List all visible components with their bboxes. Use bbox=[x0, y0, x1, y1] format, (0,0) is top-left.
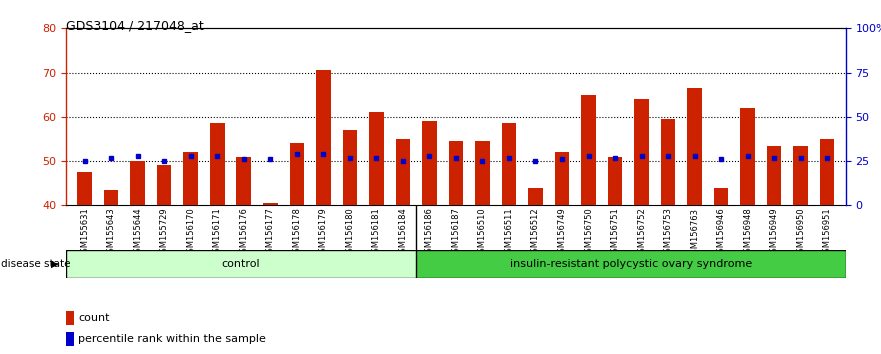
Text: GSM156948: GSM156948 bbox=[744, 207, 752, 258]
Text: GSM156951: GSM156951 bbox=[823, 207, 832, 258]
Bar bbox=[740, 108, 755, 205]
Bar bbox=[104, 190, 118, 205]
Bar bbox=[714, 188, 729, 205]
Bar bbox=[66, 332, 74, 346]
Bar bbox=[66, 312, 74, 325]
Text: GSM156753: GSM156753 bbox=[663, 207, 672, 258]
Bar bbox=[396, 139, 411, 205]
Bar bbox=[766, 145, 781, 205]
Text: GSM156512: GSM156512 bbox=[531, 207, 540, 258]
Text: percentile rank within the sample: percentile rank within the sample bbox=[78, 334, 266, 344]
Bar bbox=[422, 121, 437, 205]
Bar bbox=[608, 156, 622, 205]
Text: GSM156763: GSM156763 bbox=[690, 207, 700, 258]
Text: count: count bbox=[78, 313, 110, 323]
Text: insulin-resistant polycystic ovary syndrome: insulin-resistant polycystic ovary syndr… bbox=[509, 259, 751, 269]
Text: GSM156177: GSM156177 bbox=[266, 207, 275, 258]
Bar bbox=[343, 130, 357, 205]
Text: GSM156751: GSM156751 bbox=[611, 207, 619, 258]
Text: disease state: disease state bbox=[1, 259, 70, 269]
Bar bbox=[448, 141, 463, 205]
Text: GSM156749: GSM156749 bbox=[558, 207, 566, 258]
Bar bbox=[820, 139, 834, 205]
Bar bbox=[416, 250, 846, 278]
Bar bbox=[687, 88, 702, 205]
Bar bbox=[794, 145, 808, 205]
Bar bbox=[316, 70, 330, 205]
Text: GSM155643: GSM155643 bbox=[107, 207, 115, 258]
Bar bbox=[475, 141, 490, 205]
Bar bbox=[555, 152, 569, 205]
Text: GSM156187: GSM156187 bbox=[451, 207, 461, 258]
Bar bbox=[290, 143, 304, 205]
Text: GSM155644: GSM155644 bbox=[133, 207, 142, 258]
Text: GSM156511: GSM156511 bbox=[505, 207, 514, 258]
Text: GSM156181: GSM156181 bbox=[372, 207, 381, 258]
Text: GSM156510: GSM156510 bbox=[478, 207, 487, 258]
Text: GSM156171: GSM156171 bbox=[212, 207, 222, 258]
Text: GSM156750: GSM156750 bbox=[584, 207, 593, 258]
Bar bbox=[78, 172, 92, 205]
Text: GSM156752: GSM156752 bbox=[637, 207, 646, 258]
Text: GSM156176: GSM156176 bbox=[240, 207, 248, 258]
Text: GSM156178: GSM156178 bbox=[292, 207, 301, 258]
Bar bbox=[369, 113, 383, 205]
Text: GSM156949: GSM156949 bbox=[770, 207, 779, 258]
Bar bbox=[130, 161, 145, 205]
Bar bbox=[210, 124, 225, 205]
Text: GDS3104 / 217048_at: GDS3104 / 217048_at bbox=[66, 19, 204, 33]
Text: GSM155631: GSM155631 bbox=[80, 207, 89, 258]
Text: control: control bbox=[221, 259, 260, 269]
Bar bbox=[661, 119, 676, 205]
Text: GSM156170: GSM156170 bbox=[186, 207, 196, 258]
Bar bbox=[581, 95, 596, 205]
Text: GSM156179: GSM156179 bbox=[319, 207, 328, 258]
Text: GSM155729: GSM155729 bbox=[159, 207, 168, 258]
Bar bbox=[157, 166, 172, 205]
Text: GSM156950: GSM156950 bbox=[796, 207, 805, 258]
Bar bbox=[263, 203, 278, 205]
Text: GSM156186: GSM156186 bbox=[425, 207, 434, 258]
Text: ▶: ▶ bbox=[51, 259, 58, 269]
Text: GSM156946: GSM156946 bbox=[716, 207, 726, 258]
Bar bbox=[501, 124, 516, 205]
Text: GSM156180: GSM156180 bbox=[345, 207, 354, 258]
Text: GSM156184: GSM156184 bbox=[398, 207, 407, 258]
Bar bbox=[634, 99, 648, 205]
Bar bbox=[529, 188, 543, 205]
Bar bbox=[236, 156, 251, 205]
Bar bbox=[66, 250, 416, 278]
Bar bbox=[183, 152, 198, 205]
